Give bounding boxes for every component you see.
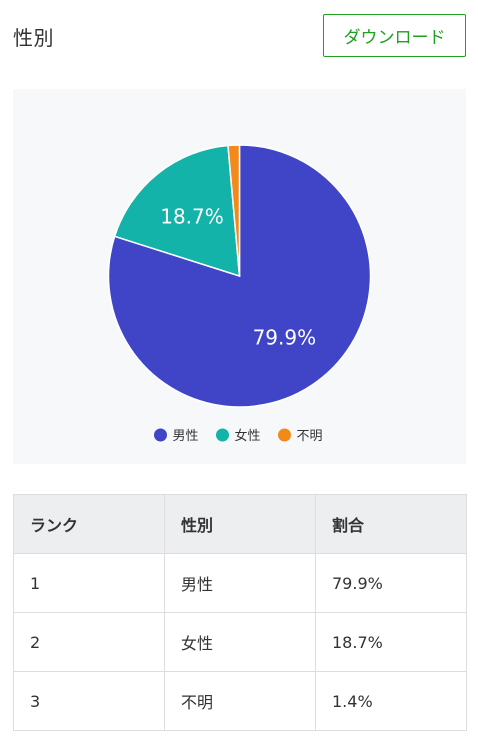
- legend-label-2: 不明: [297, 429, 323, 444]
- pie-data-label-0: 79.9%: [253, 325, 317, 349]
- cell-ratio: 1.4%: [315, 671, 467, 731]
- cell-gender: 男性: [164, 553, 316, 613]
- legend-item-2[interactable]: 不明: [278, 428, 323, 445]
- section-header: 性別 ダウンロード: [13, 0, 466, 72]
- chart-legend: 男性 女性 不明: [154, 428, 323, 444]
- pie-labels: 79.9% 18.7%: [160, 205, 316, 350]
- header-rank: ランク: [13, 494, 165, 554]
- table-row: 1 男性 79.9%: [13, 553, 467, 613]
- pie-chart-panel: 79.9% 18.7% 男性 女性 不明: [13, 89, 466, 464]
- header-ratio: 割合: [315, 494, 467, 554]
- page-title: 性別: [13, 26, 54, 50]
- pie-chart: 79.9% 18.7% 男性 女性 不明: [107, 144, 372, 444]
- pie-slice-1: [113, 144, 241, 278]
- cell-ratio: 79.9%: [315, 553, 467, 613]
- gender-table-container: ランク 性別 割合 1 男性 79.9% 2 女性 18.7% 3 不明 1.4…: [13, 494, 467, 731]
- legend-item-1[interactable]: 女性: [216, 428, 261, 444]
- legend-marker-1: [216, 428, 229, 442]
- cell-gender: 不明: [164, 671, 316, 731]
- table-row: 2 女性 18.7%: [13, 612, 467, 672]
- cell-rank: 2: [13, 612, 165, 672]
- table-header-row: ランク 性別 割合: [13, 494, 467, 554]
- pie-slice-2: [227, 144, 241, 277]
- download-button[interactable]: ダウンロード: [323, 14, 466, 57]
- table-row: 3 不明 1.4%: [13, 671, 467, 731]
- cell-gender: 女性: [164, 612, 316, 672]
- cell-ratio: 18.7%: [315, 612, 467, 672]
- cell-rank: 3: [13, 671, 165, 731]
- legend-item-0[interactable]: 男性: [154, 428, 199, 445]
- legend-label-0: 男性: [173, 429, 199, 444]
- legend-marker-2: [278, 428, 291, 442]
- pie-slices: [107, 144, 372, 408]
- header-gender: 性別: [164, 494, 316, 554]
- gender-table: ランク 性別 割合 1 男性 79.9% 2 女性 18.7% 3 不明 1.4…: [13, 494, 467, 731]
- pie-data-label-1: 18.7%: [160, 205, 224, 229]
- cell-rank: 1: [13, 553, 165, 613]
- legend-marker-0: [154, 428, 167, 442]
- legend-label-1: 女性: [235, 428, 261, 444]
